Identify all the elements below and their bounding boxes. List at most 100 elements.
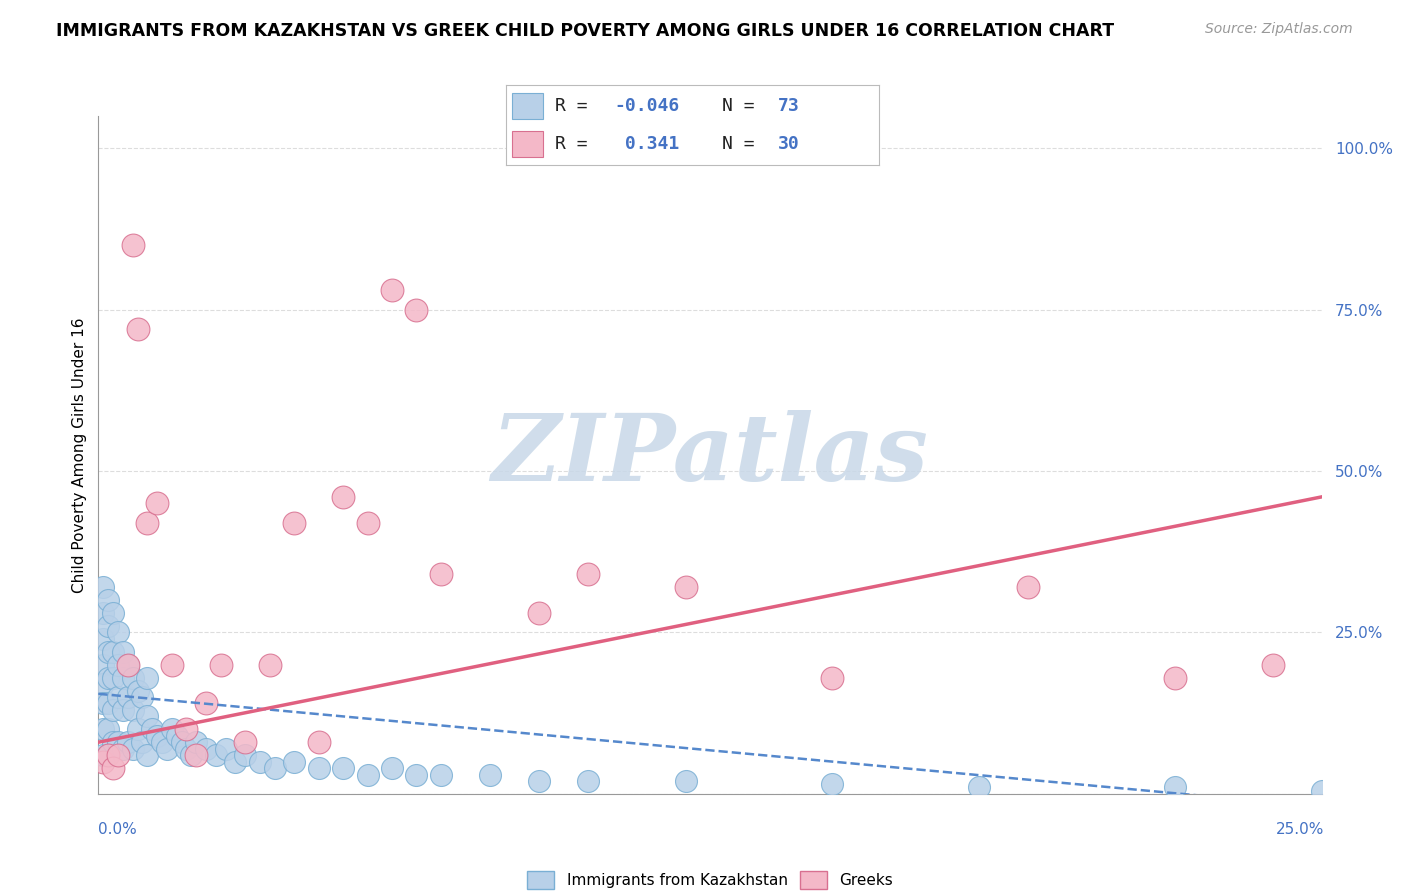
Point (97, 723, 120, 737)
FancyBboxPatch shape (512, 93, 543, 119)
Point (101, 645, 124, 659)
FancyBboxPatch shape (512, 131, 543, 157)
Point (136, 748, 159, 763)
Point (91, 748, 114, 763)
Point (214, 741, 236, 756)
Point (107, 690, 129, 704)
Point (176, 741, 198, 756)
Point (576, 567, 599, 582)
Point (121, 703, 143, 717)
Point (527, 774, 550, 789)
Point (101, 761, 124, 775)
Point (405, 302, 427, 317)
Point (97, 619, 120, 633)
Point (97, 748, 120, 763)
Point (176, 723, 198, 737)
Text: 25.0%: 25.0% (1277, 822, 1324, 837)
Point (111, 703, 134, 717)
Point (107, 657, 129, 672)
Point (675, 774, 697, 789)
Point (283, 516, 305, 530)
Point (675, 580, 697, 594)
Text: N =: N = (723, 136, 755, 153)
Point (821, 777, 844, 791)
Point (127, 322, 149, 336)
Point (91, 697, 114, 711)
Point (97, 748, 120, 763)
Point (160, 657, 183, 672)
Point (97, 697, 120, 711)
Point (430, 767, 453, 781)
Point (405, 767, 427, 781)
Text: R =: R = (554, 97, 588, 115)
Point (131, 735, 153, 749)
Point (308, 735, 330, 749)
Point (576, 774, 599, 789)
Point (233, 748, 256, 763)
Text: 73: 73 (778, 97, 800, 115)
Point (146, 496, 169, 510)
Text: IMMIGRANTS FROM KAZAKHSTAN VS GREEK CHILD POVERTY AMONG GIRLS UNDER 16 CORRELATI: IMMIGRANTS FROM KAZAKHSTAN VS GREEK CHIL… (56, 22, 1115, 40)
Point (117, 735, 139, 749)
Point (117, 690, 139, 704)
Point (136, 709, 159, 723)
Point (160, 723, 183, 737)
Point (91, 632, 114, 646)
Text: 0.341: 0.341 (614, 136, 679, 153)
Point (224, 755, 246, 769)
Text: -0.046: -0.046 (614, 97, 679, 115)
Point (117, 657, 139, 672)
Point (121, 741, 143, 756)
Point (97, 671, 120, 685)
Point (121, 238, 143, 252)
Point (259, 657, 281, 672)
Point (186, 748, 208, 763)
Point (1310, 783, 1333, 797)
Point (146, 729, 169, 743)
Point (150, 735, 173, 749)
Point (283, 755, 305, 769)
Point (195, 741, 218, 756)
Point (263, 761, 285, 775)
Text: 0.0%: 0.0% (98, 822, 138, 837)
Point (156, 741, 179, 756)
Point (127, 683, 149, 698)
Point (101, 671, 124, 685)
Point (107, 735, 129, 749)
Point (478, 767, 501, 781)
Point (97, 645, 120, 659)
Point (127, 723, 149, 737)
Point (131, 690, 153, 704)
Text: ZIPatlas: ZIPatlas (492, 410, 928, 500)
Point (170, 735, 193, 749)
Point (1261, 657, 1284, 672)
Point (967, 780, 990, 795)
Text: R =: R = (554, 136, 588, 153)
Point (107, 748, 129, 763)
Text: N =: N = (723, 97, 755, 115)
Point (209, 657, 232, 672)
Point (332, 490, 354, 504)
Point (356, 767, 378, 781)
Point (141, 723, 163, 737)
Point (91, 606, 114, 620)
Point (430, 567, 453, 582)
Point (1164, 780, 1187, 795)
Point (233, 735, 256, 749)
Point (111, 671, 134, 685)
Point (527, 606, 550, 620)
Point (308, 761, 330, 775)
Point (101, 703, 124, 717)
Point (249, 755, 271, 769)
Point (186, 735, 208, 749)
Point (136, 671, 159, 685)
Point (1017, 580, 1039, 594)
Point (356, 516, 378, 530)
Point (332, 761, 354, 775)
Text: Source: ZipAtlas.com: Source: ZipAtlas.com (1205, 22, 1353, 37)
Point (1164, 671, 1187, 685)
Point (121, 671, 143, 685)
Point (117, 657, 139, 672)
Point (107, 625, 129, 640)
Point (91, 657, 114, 672)
